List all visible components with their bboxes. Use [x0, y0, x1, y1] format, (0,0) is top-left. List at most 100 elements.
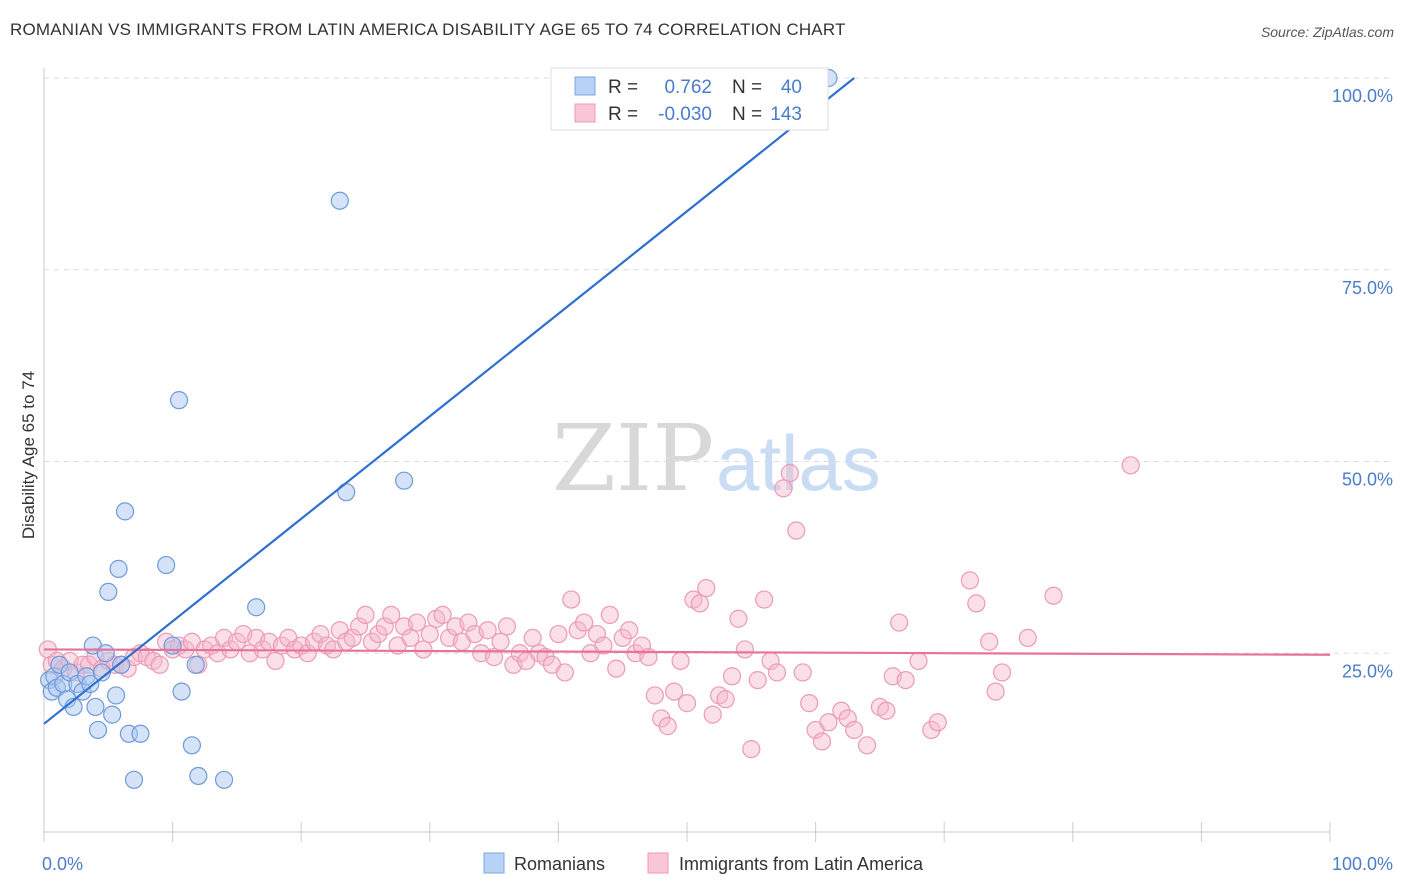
romanians-r-label: R = [608, 77, 638, 98]
watermark-zip: ZIP [552, 405, 714, 512]
romanians-point [131, 724, 150, 743]
romanians-point [86, 697, 105, 717]
stats-legend: R = 0.762 N = 40 R = -0.030 N = 143 [550, 67, 829, 131]
romanians-point [124, 770, 144, 789]
immigrants-point [748, 670, 767, 690]
romanians-point [163, 636, 182, 655]
romanians-point [112, 655, 131, 674]
y-tick-label: 100.0% [1332, 86, 1393, 106]
legend-immigrants-label: Immigrants from Latin America [679, 854, 924, 874]
y-tick-label: 25.0% [1342, 661, 1393, 681]
immigrants-point [877, 701, 896, 720]
immigrants-point [555, 663, 574, 682]
x-tick-label-max: 100.0% [1332, 854, 1393, 874]
romanians-point [99, 582, 118, 601]
immigrants-point [845, 720, 864, 740]
immigrants-point [838, 709, 857, 728]
romanians-point [186, 655, 205, 674]
immigrants-n-label: N = [732, 104, 762, 125]
immigrants-point [575, 613, 594, 632]
romanians-point [169, 391, 189, 410]
immigrants-point [414, 640, 433, 659]
immigrants-point [703, 705, 722, 724]
romanians-point [115, 502, 135, 521]
immigrants-trend-line [43, 648, 1331, 656]
watermark-atlas: atlas [716, 419, 881, 507]
immigrants-point [343, 628, 362, 648]
immigrants-point [697, 578, 716, 598]
immigrants-point [671, 651, 690, 671]
immigrants-point [986, 682, 1005, 701]
immigrants-point [729, 609, 748, 628]
romanians-point [337, 483, 356, 502]
immigrants-point [594, 636, 613, 655]
immigrants-point [767, 663, 787, 682]
romanians-point [214, 770, 234, 789]
romanians-point [247, 598, 266, 617]
romanians-n-label: N = [732, 77, 762, 98]
immigrants-series [38, 456, 1140, 759]
immigrants-point [980, 632, 999, 651]
y-tick-label: 50.0% [1342, 470, 1393, 490]
immigrants-point [742, 740, 761, 759]
immigrants-point [266, 651, 285, 671]
immigrants-point [607, 659, 626, 678]
immigrants-point [967, 594, 986, 613]
immigrants-n-value: 143 [770, 104, 802, 125]
immigrants-point [819, 713, 838, 732]
immigrants-point [960, 571, 980, 590]
romanians-point [172, 682, 191, 701]
immigrants-point [562, 590, 581, 609]
immigrants-point [311, 624, 330, 644]
immigrants-point [735, 640, 754, 659]
immigrants-point [928, 713, 947, 732]
romanians-point [92, 663, 111, 682]
immigrants-point [600, 605, 619, 625]
immigrants-point [677, 694, 697, 713]
immigrants-point [632, 636, 652, 655]
immigrants-point [890, 613, 909, 632]
romanians-point [103, 705, 122, 724]
legend-immigrants-swatch [647, 852, 669, 874]
immigrants-point [401, 628, 420, 648]
immigrants-point [780, 463, 799, 483]
series-legend: Romanians Immigrants from Latin America [483, 852, 924, 874]
immigrants-point [665, 682, 684, 701]
y-axis-label: Disability Age 65 to 74 [19, 371, 38, 539]
romanians-swatch [574, 76, 596, 96]
immigrants-point [523, 628, 542, 648]
romanians-point [182, 736, 201, 755]
legend-romanians-swatch [483, 852, 505, 874]
immigrants-point [1121, 456, 1140, 475]
immigrants-point [459, 613, 478, 632]
immigrants-point [382, 605, 401, 625]
immigrants-r-value: -0.030 [658, 104, 712, 125]
source-label: Source: ZipAtlas.com [1260, 24, 1394, 40]
immigrants-point [755, 590, 774, 609]
immigrants-point [485, 647, 504, 667]
romanians-point [109, 559, 128, 578]
immigrants-point [896, 670, 915, 690]
romanians-point [106, 686, 126, 705]
immigrants-point [356, 605, 375, 625]
gridlines [44, 77, 1393, 654]
romanians-r-value: 0.762 [664, 77, 712, 98]
immigrants-point [1044, 586, 1063, 605]
romanians-point [157, 555, 176, 575]
immigrants-point [349, 617, 369, 636]
romanians-trend-line [43, 77, 855, 725]
immigrants-r-label: R = [608, 104, 638, 125]
immigrants-point [375, 617, 394, 636]
immigrants-point [298, 644, 317, 663]
romanians-point [189, 766, 208, 786]
x-tick-label-min: 0.0% [42, 854, 83, 874]
romanians-point [96, 644, 115, 663]
romanians-point [88, 720, 108, 740]
immigrants-point [645, 686, 664, 705]
immigrants-point [716, 690, 735, 709]
immigrants-point [658, 717, 677, 736]
romanians-point [330, 191, 349, 210]
immigrants-swatch [574, 103, 596, 123]
immigrants-point [478, 621, 497, 640]
immigrants-point [420, 624, 439, 644]
